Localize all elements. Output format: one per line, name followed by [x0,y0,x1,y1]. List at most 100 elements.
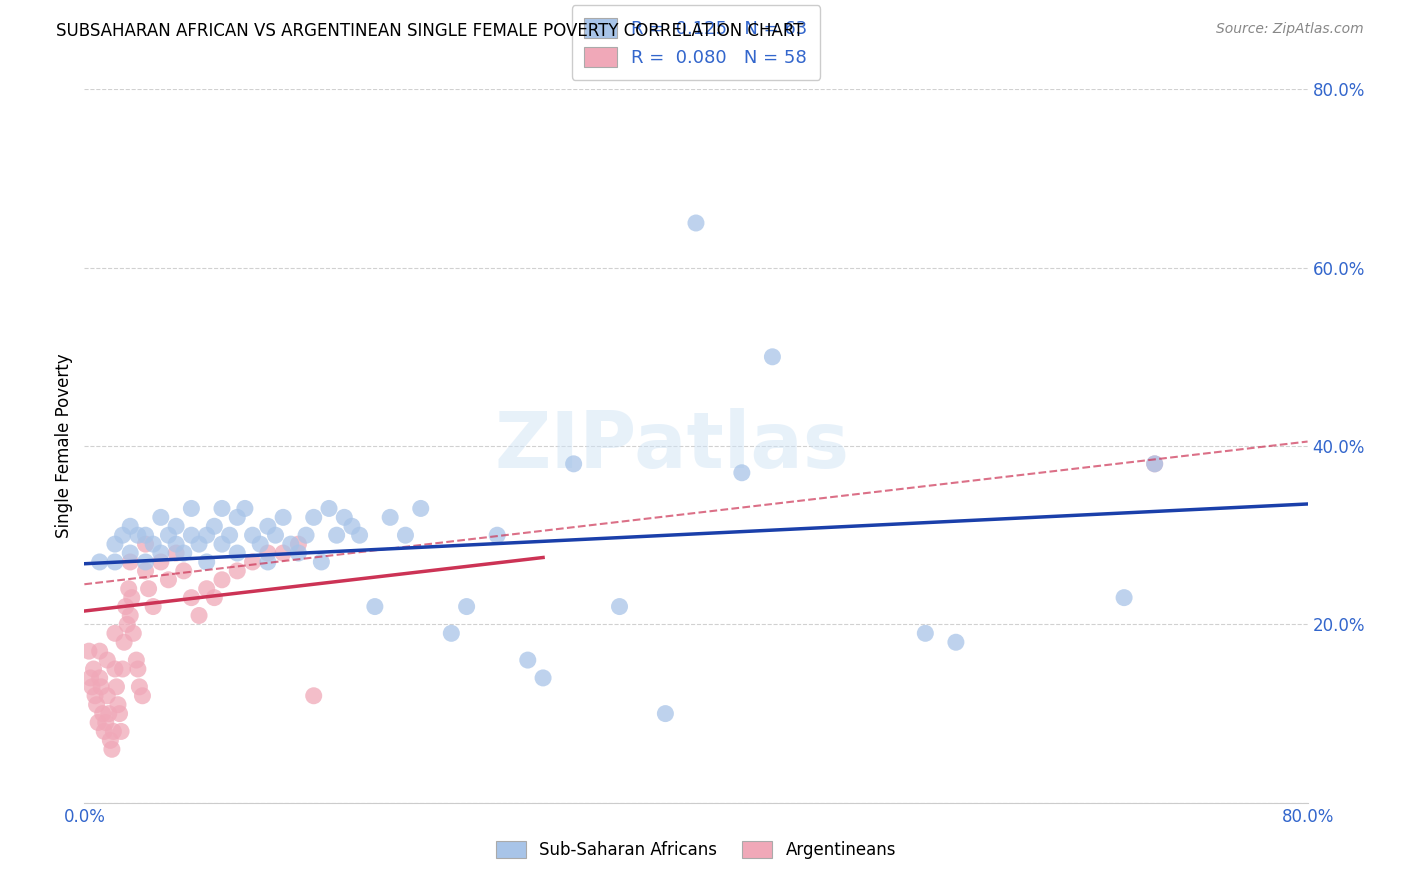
Point [195,582,218,596]
Point [249,537,271,551]
Point [914,626,936,640]
Point [120,519,142,533]
Point [131,689,153,703]
Point [609,599,631,614]
Point [440,626,463,640]
Point [120,608,142,623]
Point [79,671,101,685]
Point [311,555,333,569]
Point [242,555,264,569]
Point [94,715,117,730]
Point [138,582,160,596]
Point [340,519,363,533]
Point [101,742,124,756]
Point [295,528,318,542]
Point [264,528,287,542]
Point [107,698,129,712]
Point [945,635,967,649]
Point [135,564,157,578]
Text: Source: ZipAtlas.com: Source: ZipAtlas.com [1216,22,1364,37]
Point [89,644,111,658]
Point [226,510,249,524]
Point [242,528,264,542]
Point [302,689,325,703]
Point [349,528,371,542]
Point [287,537,309,551]
Point [211,537,233,551]
Point [211,573,233,587]
Point [165,546,187,560]
Point [104,555,127,569]
Legend: Sub-Saharan Africans, Argentineans: Sub-Saharan Africans, Argentineans [489,834,903,866]
Point [142,537,165,551]
Point [149,510,172,524]
Point [333,510,356,524]
Point [122,626,145,640]
Point [654,706,676,721]
Point [188,608,211,623]
Point [165,537,187,551]
Point [173,564,195,578]
Point [96,653,118,667]
Point [111,662,134,676]
Point [98,733,121,747]
Point [104,537,127,551]
Point [761,350,783,364]
Point [271,510,294,524]
Point [456,599,478,614]
Point [104,626,127,640]
Point [97,706,120,721]
Point [93,724,115,739]
Point [364,599,387,614]
Point [180,591,202,605]
Point [257,555,280,569]
Point [1143,457,1166,471]
Point [202,591,225,605]
Point [142,599,165,614]
Point [89,671,111,685]
Point [1143,457,1166,471]
Point [302,510,325,524]
Point [257,546,280,560]
Point [149,546,172,560]
Point [173,546,195,560]
Point [731,466,754,480]
Point [127,528,149,542]
Point [226,546,249,560]
Point [287,546,309,560]
Point [90,680,112,694]
Point [114,599,136,614]
Point [325,528,347,542]
Point [83,662,105,676]
Point [121,591,143,605]
Point [112,635,135,649]
Point [91,706,114,721]
Point [84,689,107,703]
Point [157,528,180,542]
Point [86,698,108,712]
Point [165,519,187,533]
Point [380,510,402,524]
Point [157,573,180,587]
Text: ZIPatlas: ZIPatlas [494,408,849,484]
Point [89,555,111,569]
Point [110,724,132,739]
Point [115,617,138,632]
Point [135,537,157,551]
Point [271,546,294,560]
Point [108,706,131,721]
Point [218,528,240,542]
Point [125,653,148,667]
Point [135,555,157,569]
Point [1114,591,1136,605]
Point [180,501,202,516]
Point [195,528,218,542]
Point [128,680,150,694]
Point [80,680,103,694]
Point [77,644,100,658]
Point [103,724,125,739]
Point [280,537,302,551]
Point [486,528,509,542]
Point [120,546,142,560]
Point [104,662,127,676]
